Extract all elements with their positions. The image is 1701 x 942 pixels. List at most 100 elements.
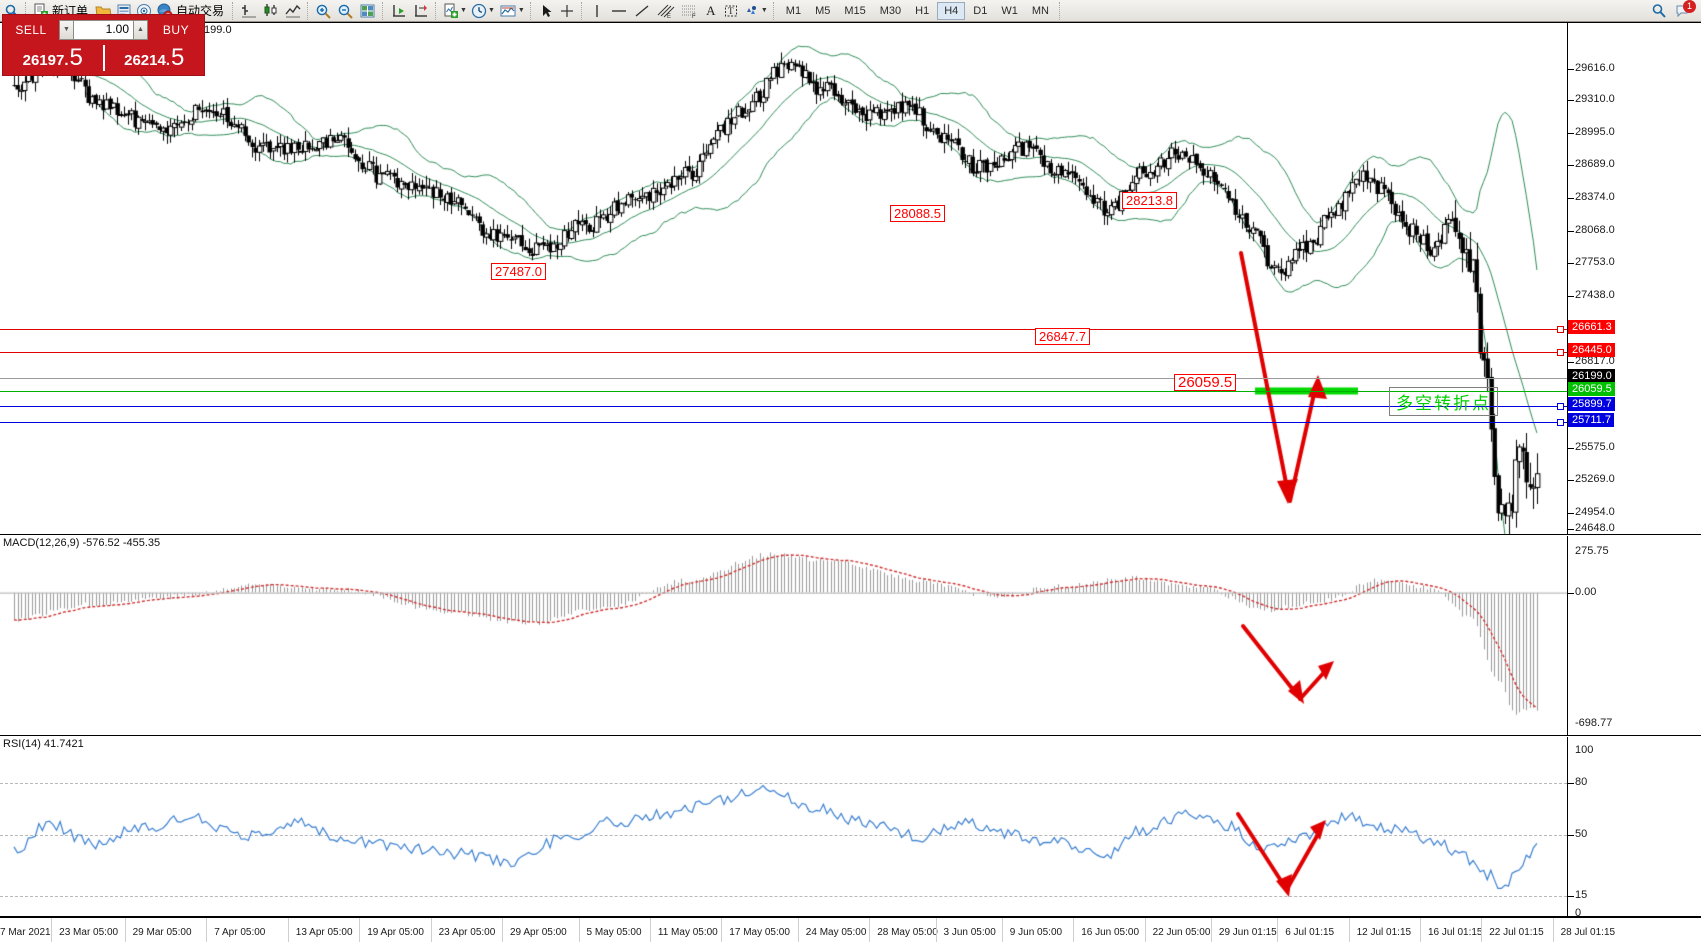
price-tag-28213[interactable]: 28213.8 bbox=[1122, 192, 1177, 209]
rsi-canvas[interactable] bbox=[0, 737, 1567, 916]
shift-chart-icon[interactable] bbox=[388, 1, 410, 21]
volume-input[interactable]: 1.00 bbox=[74, 19, 133, 40]
price-pane[interactable]: HK50-,H4 26047.0 26253.0 26006.5 26199.0… bbox=[0, 23, 1701, 535]
time-axis-separator bbox=[1210, 918, 1212, 942]
vertical-line-icon[interactable] bbox=[587, 1, 607, 21]
sell-button[interactable]: 26197 . 5 bbox=[3, 41, 103, 75]
notifications-icon[interactable]: 1 bbox=[1673, 0, 1696, 21]
toolbar-separator bbox=[232, 1, 235, 20]
timeframe-m1[interactable]: M1 bbox=[785, 4, 802, 17]
time-axis-label: 13 Apr 05:00 bbox=[295, 927, 353, 938]
horizontal-line-icon[interactable] bbox=[607, 1, 631, 21]
crosshair-icon[interactable] bbox=[556, 1, 578, 21]
toolbar-separator bbox=[307, 1, 310, 20]
fibonacci-icon[interactable]: F bbox=[677, 1, 701, 21]
chevron-down-icon[interactable]: ▼ bbox=[487, 7, 495, 14]
candlestick-chart-icon[interactable] bbox=[260, 1, 282, 21]
shapes-icon[interactable]: ▼ bbox=[741, 1, 770, 21]
level-line-26059[interactable] bbox=[0, 391, 1567, 392]
text-icon[interactable]: A bbox=[706, 2, 716, 18]
price-scale-axis bbox=[1567, 23, 1568, 534]
price-badge-26445: 26445.0 bbox=[1568, 343, 1615, 357]
timeframe-mn[interactable]: MN bbox=[1031, 4, 1049, 17]
time-axis-label: 23 Mar 05:00 bbox=[59, 927, 119, 938]
price-tick: 24954.0 bbox=[1575, 506, 1615, 518]
cursor-arrow-icon[interactable] bbox=[536, 1, 556, 21]
rsi-tick: 15 bbox=[1575, 889, 1588, 901]
time-axis-separator bbox=[51, 918, 53, 942]
period-clock-icon[interactable]: ▼ bbox=[469, 1, 497, 21]
price-tag-28088[interactable]: 28088.5 bbox=[890, 205, 945, 222]
bar-chart-icon[interactable] bbox=[238, 1, 260, 21]
timeframe-h4[interactable]: H4 bbox=[937, 1, 966, 20]
rsi-label: RSI(14) 41.7421 bbox=[3, 738, 84, 750]
line-chart-icon[interactable] bbox=[282, 1, 304, 21]
templates-icon[interactable]: ▼ bbox=[497, 1, 527, 21]
rsi-pane[interactable]: RSI(14) 41.7421 100 80 50 15 0 bbox=[0, 737, 1701, 917]
trendline-icon[interactable] bbox=[631, 1, 653, 21]
time-axis-separator bbox=[1348, 918, 1350, 942]
chart-window[interactable]: HK50-,H4 26047.0 26253.0 26006.5 26199.0… bbox=[0, 22, 1701, 942]
chevron-down-icon[interactable]: ▼ bbox=[760, 7, 768, 14]
zoom-out-icon[interactable] bbox=[335, 1, 357, 21]
time-axis-separator bbox=[502, 918, 503, 942]
time-axis-label: 17 May 05:00 bbox=[729, 927, 790, 938]
time-axis-label: 6 Jul 01:15 bbox=[1285, 927, 1335, 938]
price-tick: 24648.0 bbox=[1575, 522, 1615, 534]
level-line-25899[interactable] bbox=[0, 403, 1567, 410]
price-canvas[interactable] bbox=[0, 23, 1567, 534]
toolbar-separator bbox=[25, 1, 28, 20]
level-line-26445[interactable] bbox=[0, 349, 1567, 356]
rsi-tick: 80 bbox=[1575, 776, 1588, 788]
time-axis-separator bbox=[797, 918, 799, 942]
auto-scroll-icon[interactable] bbox=[410, 1, 432, 21]
timeframe-m5[interactable]: M5 bbox=[815, 4, 831, 17]
price-tick: 27753.0 bbox=[1575, 256, 1615, 268]
toolbar-separator bbox=[382, 1, 385, 20]
buy-button[interactable]: 26214 . 5 bbox=[105, 41, 205, 75]
search-icon[interactable] bbox=[1649, 1, 1669, 21]
price-tag-26847[interactable]: 26847.7 bbox=[1035, 328, 1090, 345]
time-axis-separator bbox=[1073, 918, 1075, 942]
volume-stepper[interactable]: ▼ 1.00 ▲ bbox=[59, 19, 148, 40]
toolbar-separator bbox=[580, 1, 584, 20]
timeframe-m30[interactable]: M30 bbox=[879, 4, 902, 17]
note-turning-point[interactable]: 多空转折点 bbox=[1389, 387, 1498, 416]
macd-pane[interactable]: MACD(12,26,9) -576.52 -455.35 275.75 0.0… bbox=[0, 536, 1701, 736]
level-line-25711[interactable] bbox=[0, 419, 1567, 426]
current-price-line bbox=[0, 378, 1567, 379]
price-badge-26059: 26059.5 bbox=[1568, 382, 1615, 396]
time-axis[interactable]: 7 Mar 2021 23 Mar 05:00 29 Mar 05:00 7 Apr … bbox=[0, 917, 1701, 942]
svg-text:T: T bbox=[728, 6, 734, 16]
tile-windows-icon[interactable] bbox=[357, 1, 379, 21]
volume-increase-button[interactable]: ▲ bbox=[133, 19, 148, 40]
data-window-icon[interactable] bbox=[114, 1, 134, 21]
one-click-trading-panel[interactable]: SELL ▼ 1.00 ▲ BUY 26197 . 5 26214 . 5 bbox=[2, 14, 205, 76]
equidistant-channel-icon[interactable]: E bbox=[653, 1, 677, 21]
navigator-icon[interactable] bbox=[134, 1, 154, 21]
level-line-26661[interactable] bbox=[0, 326, 1567, 333]
chevron-down-icon[interactable]: ▼ bbox=[460, 7, 467, 14]
chevron-down-icon[interactable]: ▼ bbox=[517, 7, 525, 14]
timeframe-h1[interactable]: H1 bbox=[915, 4, 930, 17]
volume-decrease-button[interactable]: ▼ bbox=[59, 19, 74, 40]
time-axis-label: 23 Apr 05:00 bbox=[438, 927, 496, 938]
timeframe-d1[interactable]: D1 bbox=[973, 4, 988, 17]
zoom-in-icon[interactable] bbox=[313, 1, 335, 21]
text-label-icon[interactable]: T bbox=[721, 1, 741, 21]
svg-text:F: F bbox=[692, 14, 696, 19]
macd-canvas[interactable] bbox=[0, 536, 1567, 735]
time-axis-separator bbox=[1001, 918, 1003, 942]
time-axis-separator bbox=[124, 918, 126, 942]
price-tag-27487[interactable]: 27487.0 bbox=[491, 263, 546, 280]
price-tag-26059[interactable]: 26059.5 bbox=[1174, 374, 1237, 391]
time-axis-label: 7 Apr 05:00 bbox=[214, 927, 266, 938]
price-tick: 27438.0 bbox=[1575, 289, 1615, 301]
time-axis-label: 19 Apr 05:00 bbox=[367, 927, 424, 938]
timeframe-w1[interactable]: W1 bbox=[1001, 4, 1018, 17]
time-axis-label: 11 May 05:00 bbox=[657, 927, 718, 938]
price-tick: 29616.0 bbox=[1575, 62, 1615, 74]
indicators-icon[interactable]: ▼ bbox=[441, 1, 469, 21]
timeframe-m15[interactable]: M15 bbox=[844, 4, 866, 17]
time-axis-label: 9 Jun 05:00 bbox=[1009, 927, 1063, 938]
